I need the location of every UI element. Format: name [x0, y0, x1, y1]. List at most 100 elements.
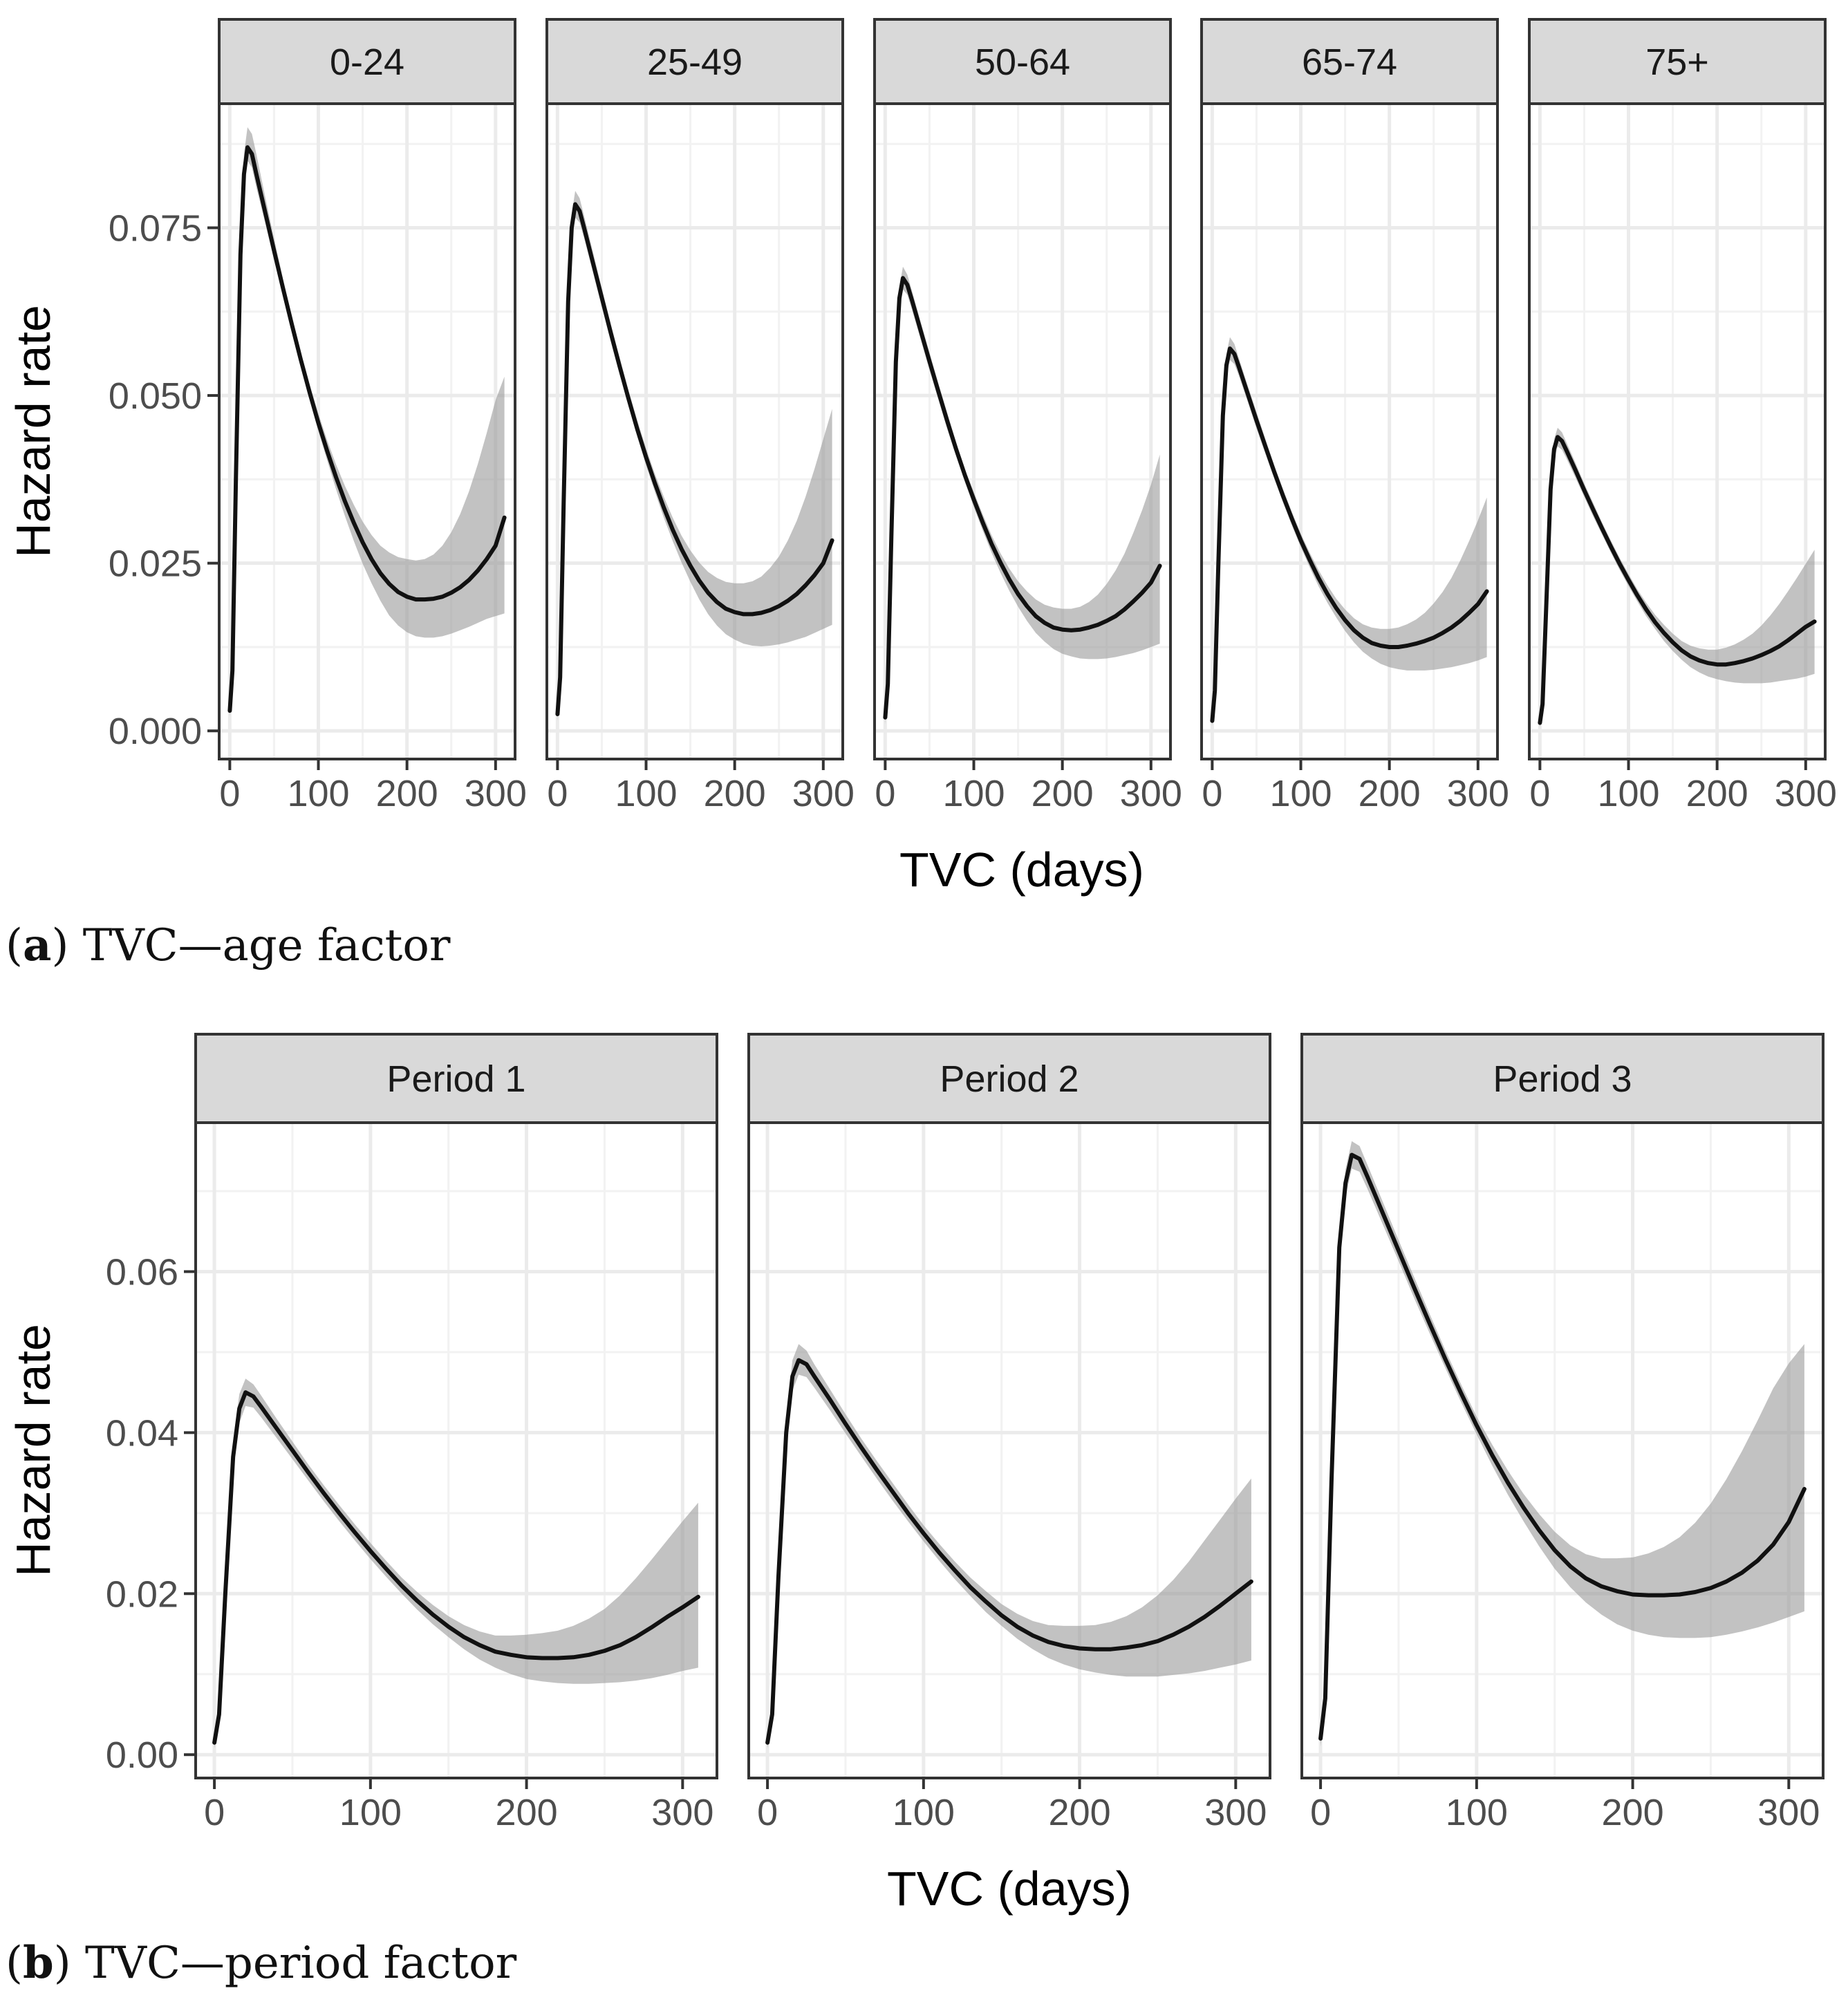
x-tick-label: 0 [757, 1792, 778, 1833]
facet-strip [1528, 18, 1827, 105]
caption-a-text: TVC—age factor [82, 920, 451, 971]
y-tick-label: 0.025 [109, 543, 202, 585]
panel-border [218, 102, 516, 760]
y-tick-label: 0.02 [106, 1573, 178, 1615]
facet-panel: 65-74 0 100 200 300 [1200, 18, 1509, 814]
facet-strip-label: 0-24 [330, 41, 404, 83]
x-tick-label: 300 [465, 773, 527, 814]
x-tick-label: 200 [496, 1792, 558, 1833]
facet-panel: 75+ 0 100 200 300 [1528, 18, 1837, 814]
x-tick-label: 300 [1120, 773, 1182, 814]
x-tick-label: 100 [1597, 773, 1659, 814]
caption-a: (a) TVC—age factor [6, 919, 451, 971]
facet-strip-label: Period 2 [940, 1058, 1079, 1100]
panel-border [1528, 102, 1827, 760]
hazard-line [555, 202, 834, 716]
x-tick-label: 300 [1775, 773, 1837, 814]
hazard-line [1210, 346, 1489, 723]
facet-strip [218, 18, 516, 105]
facet-panel: Period 2 0 100 200 300 [747, 1033, 1271, 1833]
facet-strip-label: 50-64 [975, 41, 1070, 83]
facet-strip-label: 65-74 [1302, 41, 1397, 83]
x-tick-label: 200 [704, 773, 766, 814]
facet-strip [1200, 18, 1499, 105]
x-tick-label: 300 [1204, 1792, 1267, 1833]
x-tick-label: 100 [942, 773, 1005, 814]
x-tick-label: 100 [893, 1792, 955, 1833]
caption-b-text: TVC—period factor [85, 1938, 517, 1989]
panel-border [1300, 1121, 1824, 1779]
x-tick-label: 100 [1269, 773, 1332, 814]
x-tick-label: 100 [615, 773, 677, 814]
facet-strip-label: 75+ [1645, 41, 1709, 83]
facet-strip-label: Period 3 [1493, 1058, 1632, 1100]
hazard-line [227, 145, 507, 713]
y-tick-label: 0.075 [109, 208, 202, 250]
x-tick-label: 0 [875, 773, 895, 814]
x-tick-label: 300 [1757, 1792, 1820, 1833]
hazard-line [883, 276, 1162, 720]
x-tick-label: 0 [547, 773, 568, 814]
x-tick-label: 200 [1359, 773, 1421, 814]
y-tick-label: 0.050 [109, 375, 202, 417]
y-tick-label: 0.000 [109, 711, 202, 752]
x-tick-label: 0 [1202, 773, 1222, 814]
y-axis-title: Hazard rate [6, 1324, 60, 1577]
x-axis-title: TVC (days) [899, 843, 1144, 897]
y-tick-label: 0.00 [106, 1734, 178, 1776]
x-tick-label: 300 [792, 773, 855, 814]
facet-strip-label: 25-49 [647, 41, 743, 83]
confidence-band [1212, 337, 1487, 727]
caption-b: (b) TVC—period factor [6, 1937, 517, 1989]
x-tick-label: 200 [1032, 773, 1094, 814]
hazard-line [765, 1358, 1253, 1745]
x-tick-label: 300 [1447, 773, 1509, 814]
facet-strip-label: Period 1 [386, 1058, 525, 1100]
hazard-line [1318, 1152, 1807, 1741]
x-tick-label: 200 [1602, 1792, 1664, 1833]
x-tick-label: 100 [287, 773, 349, 814]
facet-panel: 0-24 0 100 200 300 [218, 18, 527, 814]
chart-period-factor: 0.00 0.02 0.04 0.06 TVC (days) Hazard rate Per… [6, 1033, 1824, 1916]
x-tick-label: 0 [204, 1792, 225, 1833]
x-tick-label: 0 [219, 773, 240, 814]
x-tick-label: 0 [1529, 773, 1550, 814]
hazard-line [212, 1390, 700, 1745]
plot-background [547, 104, 843, 759]
y-tick-label: 0.06 [106, 1251, 178, 1293]
x-tick-label: 100 [1446, 1792, 1508, 1833]
x-axis-title: TVC (days) [887, 1862, 1132, 1916]
plot-background [749, 1123, 1270, 1778]
y-tick-label: 0.04 [106, 1412, 178, 1454]
facet-panel: 25-49 0 100 200 300 [545, 18, 855, 814]
caption-a-letter: a [22, 919, 52, 971]
confidence-band [885, 266, 1160, 724]
facet-panel: Period 1 0 100 200 300 [194, 1033, 718, 1833]
panel-border [873, 102, 1172, 760]
facet-panel: Period 3 0 100 200 300 [1300, 1033, 1824, 1833]
confidence-band [557, 191, 832, 721]
x-tick-label: 200 [376, 773, 438, 814]
panel-border [194, 1121, 718, 1779]
confidence-band [230, 127, 505, 718]
hazard-line [1538, 435, 1817, 725]
x-tick-label: 0 [1310, 1792, 1331, 1833]
x-tick-label: 100 [339, 1792, 402, 1833]
x-tick-label: 300 [651, 1792, 713, 1833]
plot-background [875, 104, 1170, 759]
facet-strip [194, 1033, 718, 1124]
x-tick-label: 200 [1686, 773, 1748, 814]
facet-panel: 50-64 0 100 200 300 [873, 18, 1182, 814]
caption-b-letter: b [22, 1937, 54, 1989]
x-tick-label: 200 [1049, 1792, 1111, 1833]
facet-strip [545, 18, 844, 105]
panel-border [747, 1121, 1271, 1779]
confidence-band [1540, 427, 1815, 728]
chart-age-factor: 0.000 0.025 0.050 0.075 TVC (days) Hazard rat… [6, 18, 1837, 897]
panel-border [1200, 102, 1499, 760]
facet-strip [1300, 1033, 1824, 1124]
y-axis-title: Hazard rate [6, 305, 60, 558]
panel-border [545, 102, 844, 760]
facet-strip [873, 18, 1172, 105]
